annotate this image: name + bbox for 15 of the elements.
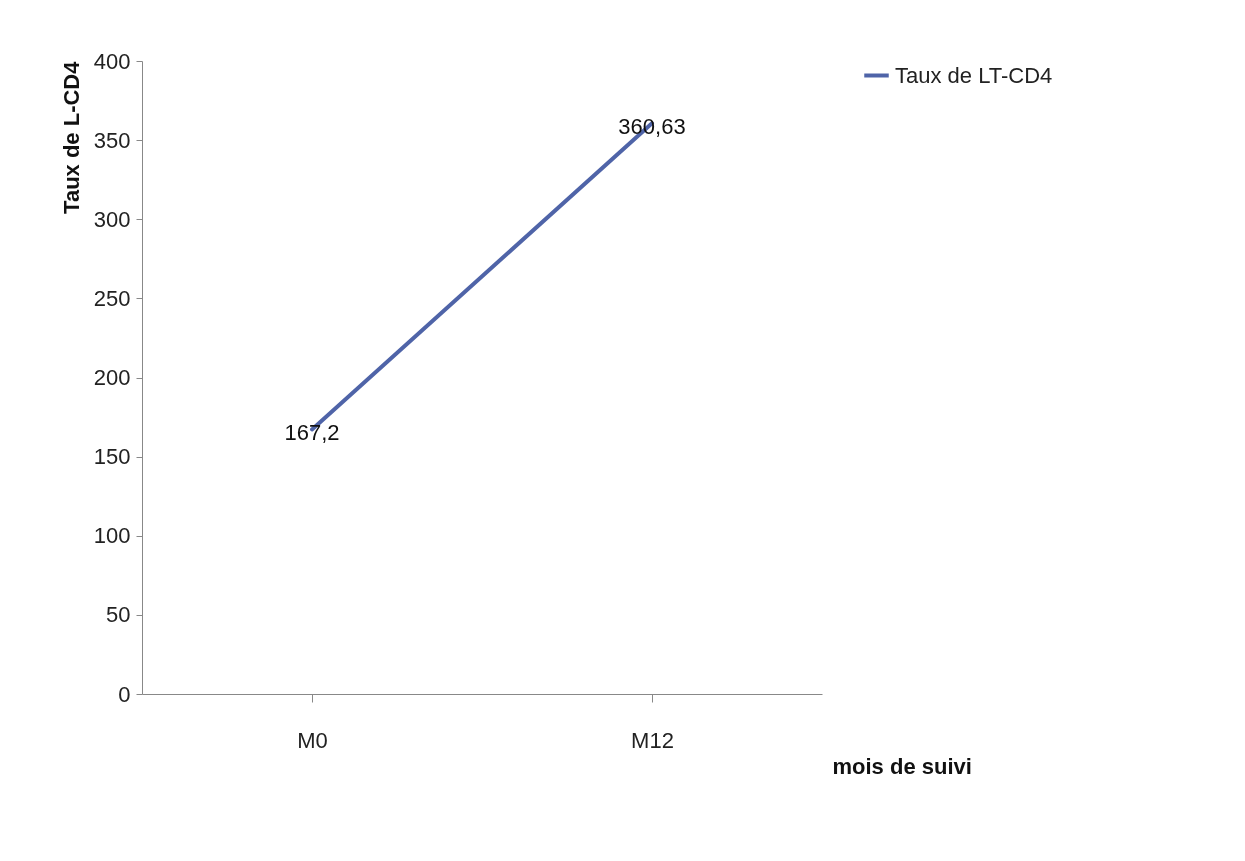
data-label: 167,2 bbox=[284, 420, 340, 446]
y-axis-title: Taux de L-CD4 bbox=[58, 60, 84, 214]
y-tick-label: 0 bbox=[118, 681, 131, 707]
y-tick-label: 350 bbox=[93, 127, 131, 153]
y-tick-label: 100 bbox=[93, 523, 131, 549]
x-axis-title: mois de suivi bbox=[832, 753, 972, 779]
x-tick-label: M0 bbox=[297, 727, 328, 753]
legend-label: Taux de LT-CD4 bbox=[895, 62, 1053, 88]
y-tick-label: 400 bbox=[93, 48, 131, 74]
y-tick-label: 50 bbox=[106, 602, 131, 628]
y-tick-label: 150 bbox=[93, 444, 131, 470]
y-tick-label: 200 bbox=[93, 365, 131, 390]
y-tick-label: 250 bbox=[93, 285, 131, 311]
x-tick-label: M12 bbox=[631, 727, 674, 753]
y-tick-label: 300 bbox=[93, 206, 131, 232]
